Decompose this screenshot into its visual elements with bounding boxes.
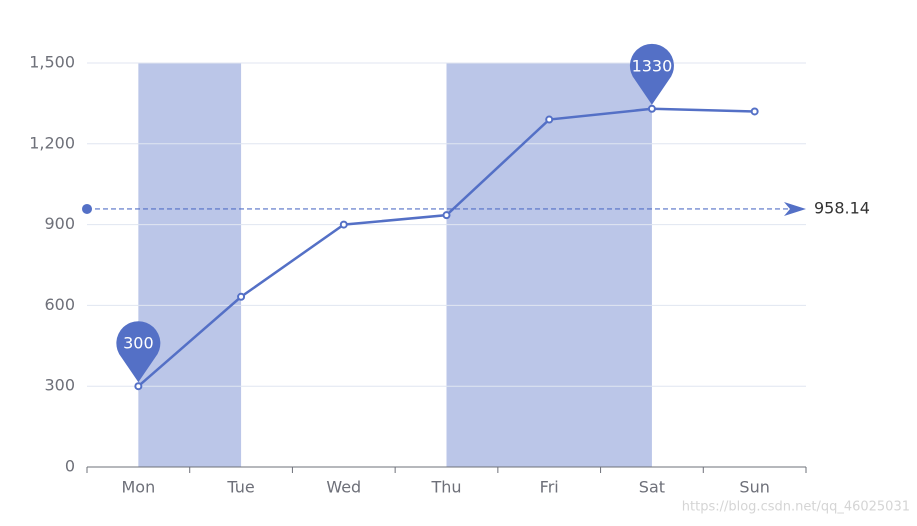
point [339, 220, 348, 229]
watermark: https://blog.csdn.net/qq_46025031 [682, 500, 910, 515]
x-tick-label: Sun [739, 478, 769, 497]
x-tick-label: Wed [326, 478, 361, 497]
y-tick-label: 1,500 [29, 53, 75, 72]
x-tick-label: Mon [121, 478, 155, 497]
mark-point [629, 43, 674, 105]
y-tick-label: 600 [44, 295, 75, 314]
x-tick-label: Fri [540, 478, 559, 497]
y-tick-label: 0 [65, 457, 75, 476]
mark-point [116, 321, 161, 383]
y-tick-label: 1,200 [29, 133, 75, 152]
y-tick-label: 300 [44, 376, 75, 395]
mark-area [138, 63, 242, 467]
point [442, 211, 451, 220]
point [134, 382, 143, 391]
mark-point-label: 1330 [632, 56, 673, 75]
point [750, 107, 759, 116]
mark-line-start [82, 203, 92, 214]
y-tick-label: 900 [44, 214, 75, 233]
x-tick-label: Thu [430, 478, 461, 497]
mark-line-label: 958.14 [814, 198, 870, 217]
point [647, 104, 656, 113]
x-tick-label: Tue [226, 478, 254, 497]
mark-point-label: 300 [123, 334, 154, 353]
mark-area [446, 63, 652, 467]
mark-line-arrow [784, 201, 806, 216]
x-tick-label: Sat [639, 478, 665, 497]
point [545, 115, 554, 124]
point [237, 292, 246, 301]
